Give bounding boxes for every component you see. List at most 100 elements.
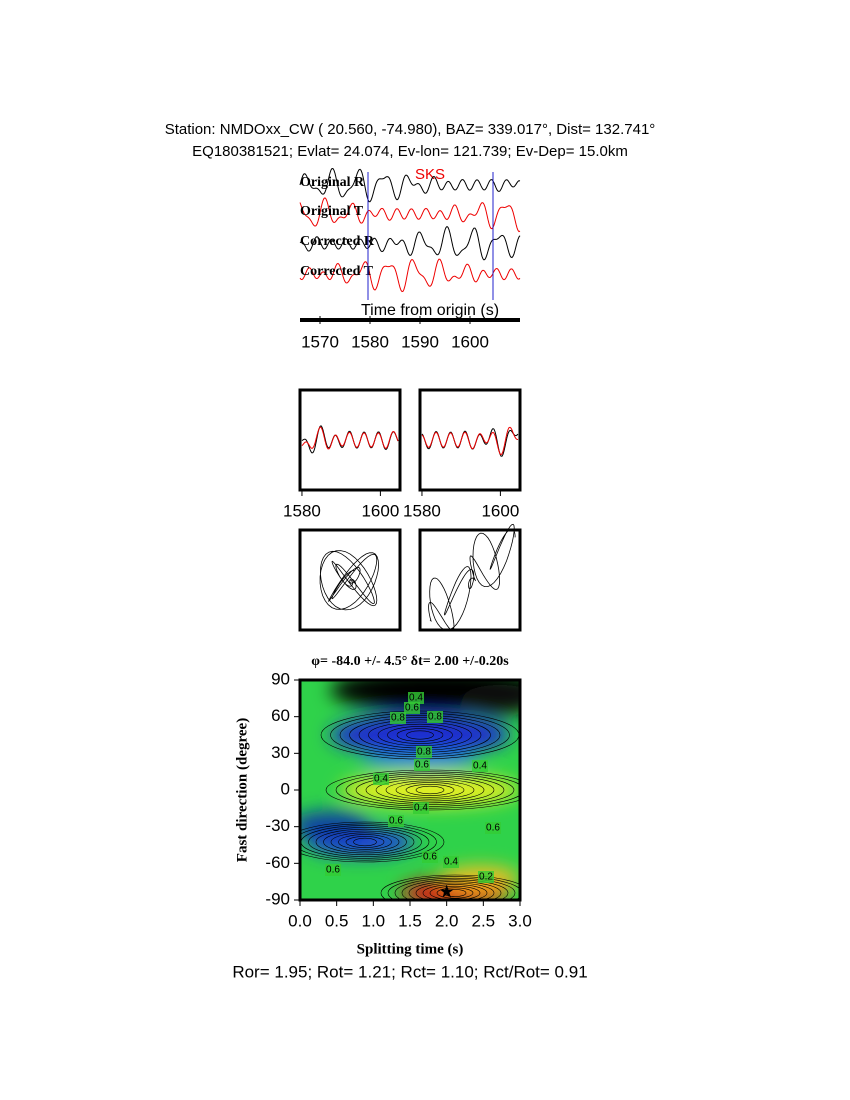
footer: Ror= 1.95; Rot= 1.21; Rct= 1.10; Rct/Rot… — [232, 962, 587, 981]
result-title: φ= -84.0 +/- 4.5° δt= 2.00 +/-0.20s — [311, 654, 509, 669]
x-tick-label: 1580 — [283, 501, 321, 520]
contour-label: 0.4 — [409, 693, 423, 704]
contour — [345, 836, 385, 848]
x-tick-label: 1.5 — [398, 911, 422, 930]
contour-label-bg — [390, 712, 406, 724]
trace — [299, 167, 521, 203]
trace — [421, 426, 519, 456]
contour — [330, 832, 400, 852]
contour — [308, 827, 422, 857]
contour — [355, 775, 505, 805]
trace-label: Corrected R — [300, 234, 375, 249]
panel-frame — [418, 528, 522, 632]
x-tick-label: 1.0 — [362, 911, 386, 930]
trace-label: Original R — [300, 175, 365, 190]
contour — [385, 780, 475, 800]
x-tick-label: 1600 — [481, 501, 519, 520]
x-tick-label: 0.0 — [288, 911, 312, 930]
trace — [299, 197, 521, 233]
x-tick-label: 1580 — [351, 332, 389, 351]
header-line: Station: NMDOxx_CW ( 20.560, -74.980), B… — [165, 121, 656, 138]
contour-label: 0.6 — [326, 865, 340, 876]
contour-label: 0.6 — [423, 852, 437, 863]
contour — [375, 778, 485, 802]
contour — [395, 782, 465, 798]
contour — [405, 784, 455, 796]
contour — [406, 730, 434, 740]
contour-label-bg — [413, 802, 429, 814]
x-tick-label: 2.5 — [472, 911, 496, 930]
phase-label: SKS — [415, 166, 445, 183]
contour — [408, 881, 502, 900]
contour-label: 0.6 — [405, 703, 419, 714]
x-tick-label: 1570 — [301, 332, 339, 351]
contour-label: 0.4 — [473, 761, 487, 772]
panel-frame — [298, 528, 402, 632]
y-tick-label: 60 — [271, 706, 290, 725]
trace — [299, 225, 521, 261]
x-axis-label: Time from origin (s) — [361, 302, 499, 319]
particle-motion — [428, 523, 516, 631]
contour-label-bg — [472, 760, 488, 772]
contour — [415, 785, 445, 795]
contour-label: 0.6 — [415, 760, 429, 771]
x-tick-label: 0.5 — [325, 911, 349, 930]
contour-label-bg — [404, 702, 420, 714]
trace — [301, 426, 399, 450]
x-tick-label: 2.0 — [435, 911, 459, 930]
contour-label: 0.8 — [391, 713, 405, 724]
contour-label: 0.6 — [389, 816, 403, 827]
y-tick-label: 30 — [271, 743, 290, 762]
y-tick-label: -90 — [265, 889, 290, 908]
contour — [345, 773, 515, 807]
contour — [315, 828, 415, 856]
contour-label-bg — [443, 856, 459, 868]
contour-label: 0.8 — [417, 747, 431, 758]
trace — [299, 258, 521, 293]
contour-label-bg — [373, 773, 389, 785]
contour — [365, 776, 495, 804]
contour-label: 0.2 — [479, 872, 493, 883]
contour — [300, 823, 437, 861]
contour — [338, 834, 392, 850]
contour-label-bg — [427, 711, 443, 723]
contour — [380, 874, 520, 900]
x-tick-label: 1590 — [401, 332, 439, 351]
panel-frame — [298, 388, 402, 492]
contour-label: 0.4 — [374, 774, 388, 785]
y-tick-label: -30 — [265, 816, 290, 835]
contour-label: 0.4 — [444, 857, 458, 868]
contour-label-bg — [325, 864, 341, 876]
trace-label: Corrected T — [300, 264, 374, 279]
y-tick-label: 0 — [281, 779, 290, 798]
x-tick-label: 3.0 — [508, 911, 532, 930]
contour — [436, 887, 474, 899]
contour-label-bg — [416, 746, 432, 758]
x-axis-label: Splitting time (s) — [357, 941, 464, 957]
x-tick-label: 1600 — [361, 501, 399, 520]
contour-label: 0.6 — [486, 823, 500, 834]
waveforms: Original R Original T Corrected R Corrected… — [299, 167, 521, 351]
contour — [335, 771, 520, 809]
panel-frame — [418, 388, 522, 492]
contour — [387, 726, 453, 744]
x-tick-label: 1600 — [451, 332, 489, 351]
contour — [415, 882, 495, 900]
contour — [401, 879, 509, 900]
contour — [377, 723, 463, 747]
contour — [387, 876, 520, 900]
trace-label: Original T — [300, 204, 364, 219]
contour-label-bg — [422, 851, 438, 863]
contour — [394, 877, 516, 900]
contour-label-bg — [388, 815, 404, 827]
best-fit-marker: ★ — [439, 881, 455, 901]
contour-label-bg — [478, 871, 494, 883]
header-line: EQ180381521; Evlat= 24.074, Ev-lon= 121.… — [192, 143, 628, 160]
contour — [323, 830, 407, 854]
contour — [396, 728, 444, 742]
contour-label: 0.8 — [428, 712, 442, 723]
x-tick-label: 1580 — [403, 501, 441, 520]
contour-label: 0.4 — [414, 803, 428, 814]
